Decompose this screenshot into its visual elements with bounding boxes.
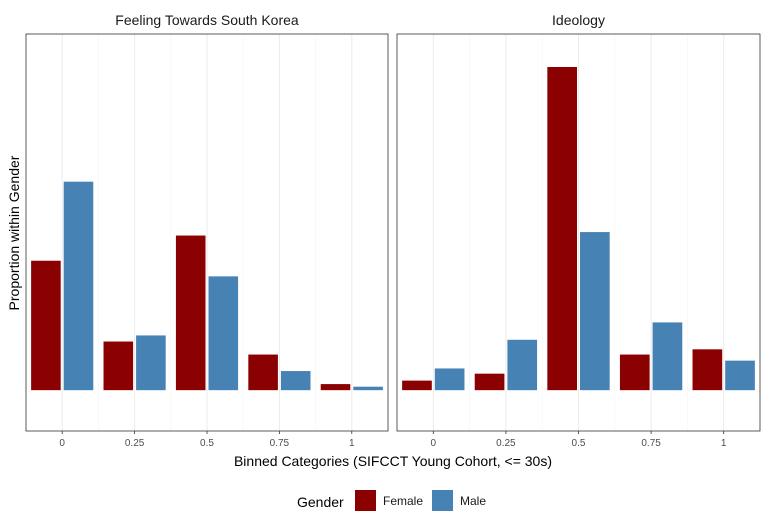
legend-label-female: Female	[383, 494, 423, 508]
x-tick-label: 0.5	[200, 438, 214, 449]
bar-female-0_5	[547, 67, 577, 391]
bar-female-0	[31, 260, 61, 391]
x-axis-title: Binned Categories (SIFCCT Young Cohort, …	[234, 453, 552, 469]
x-tick-label: 0	[431, 438, 437, 449]
bar-female-0_25	[103, 341, 134, 391]
x-tick-label: 0	[59, 438, 65, 449]
legend-title: Gender	[297, 494, 344, 510]
bar-male-0_25	[507, 339, 538, 391]
bar-male-1	[353, 386, 383, 391]
panel-title: Ideology	[552, 12, 605, 28]
bar-female-1	[692, 349, 723, 391]
legend-swatch-female	[355, 490, 376, 511]
y-axis-title: Proportion within Gender	[6, 155, 22, 310]
x-tick-label: 0.75	[641, 438, 661, 449]
bar-female-0_5	[175, 235, 206, 391]
legend-label-male: Male	[460, 494, 486, 508]
panel-title: Feeling Towards South Korea	[115, 12, 299, 28]
bar-female-0	[402, 380, 432, 391]
bar-female-0_75	[619, 354, 650, 391]
chart-panels: Feeling Towards South Korea 0 0.25 0.5 0.75 1…	[25, 12, 761, 449]
legend-swatch-male	[432, 490, 453, 511]
panel-1: Feeling Towards South Korea 0 0.25 0.5 0.75 1	[25, 12, 389, 449]
bar-male-1	[725, 360, 755, 391]
bar-male-0_5	[208, 276, 239, 391]
bar-male-0	[63, 181, 94, 391]
bar-female-0_25	[474, 373, 505, 391]
x-tick-label: 0.25	[496, 438, 516, 449]
x-tick-label: 0.5	[572, 438, 586, 449]
x-tick-label: 0.25	[125, 438, 145, 449]
bar-male-0_5	[580, 232, 610, 391]
bar-male-0_75	[652, 322, 683, 391]
bar-male-0	[434, 368, 465, 391]
x-tick-label: 1	[349, 438, 355, 449]
bar-female-1	[320, 384, 351, 391]
legend: Gender Female Male	[297, 490, 486, 511]
bar-male-0_75	[280, 371, 311, 391]
x-tick-label: 0.75	[270, 438, 290, 449]
panel-2: Ideology 0 0.25 0.5 0.75 1	[396, 12, 761, 449]
x-tick-label: 1	[721, 438, 727, 449]
bar-male-0_25	[136, 335, 166, 391]
bar-female-0_75	[248, 354, 278, 391]
